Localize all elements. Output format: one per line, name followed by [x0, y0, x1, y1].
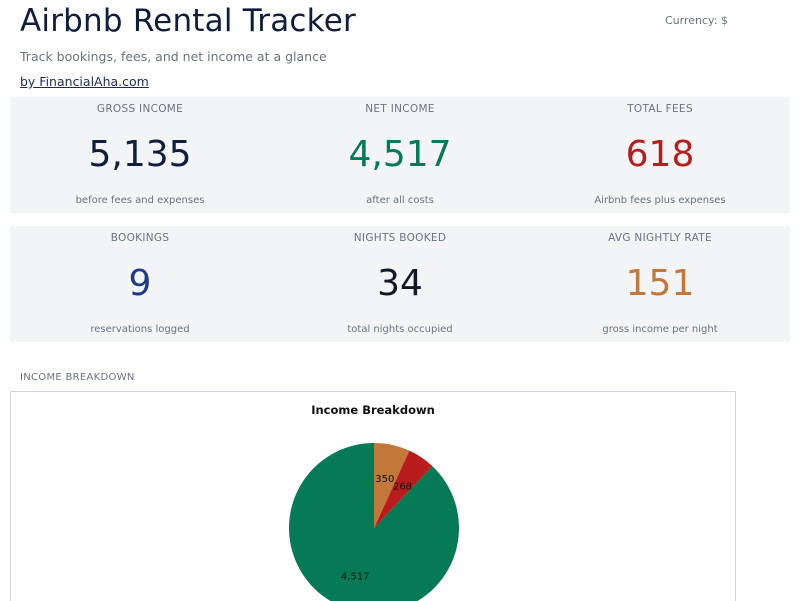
kpi-caption: total nights occupied	[347, 324, 453, 335]
kpi-row-income: GROSS INCOME 5,135 before fees and expen…	[10, 97, 790, 213]
kpi-label: TOTAL FEES	[627, 103, 693, 115]
kpi-label: NET INCOME	[365, 103, 435, 115]
byline-link[interactable]: by FinancialAha.com	[20, 74, 149, 89]
chart-title: Income Breakdown	[311, 403, 435, 417]
kpi-value: 5,135	[88, 134, 192, 175]
kpi-total-fees: TOTAL FEES 618 Airbnb fees plus expenses	[530, 97, 790, 213]
kpi-nights-booked: NIGHTS BOOKED 34 total nights occupied	[270, 226, 530, 342]
kpi-label: BOOKINGS	[110, 232, 170, 244]
kpi-caption: Airbnb fees plus expenses	[594, 195, 726, 206]
kpi-caption: after all costs	[366, 195, 434, 206]
pie-slice-label-2: 350	[375, 474, 394, 485]
kpi-caption: reservations logged	[90, 324, 190, 335]
section-label-income-breakdown: INCOME BREAKDOWN	[20, 372, 135, 383]
kpi-value: 4,517	[348, 134, 452, 175]
kpi-label: AVG NIGHTLY RATE	[608, 232, 712, 244]
page-title: Airbnb Rental Tracker	[20, 3, 356, 39]
pie-slice-2	[374, 443, 410, 528]
kpi-avg-nightly-rate: AVG NIGHTLY RATE 151 gross income per ni…	[530, 226, 790, 342]
pie-slice-0	[289, 443, 459, 601]
page-subtitle: Track bookings, fees, and net income at …	[20, 49, 327, 64]
kpi-value: 34	[377, 263, 423, 304]
income-breakdown-chart: Income Breakdown 4,517 268 350	[10, 391, 736, 601]
kpi-caption: before fees and expenses	[75, 195, 205, 206]
pie-slice-label-1: 268	[393, 482, 412, 493]
kpi-label: NIGHTS BOOKED	[353, 232, 447, 244]
currency-indicator: Currency: $	[665, 14, 728, 27]
pie-slice-1	[374, 450, 433, 528]
kpi-gross-income: GROSS INCOME 5,135 before fees and expen…	[10, 97, 270, 213]
kpi-label: GROSS INCOME	[96, 103, 184, 115]
kpi-bookings: BOOKINGS 9 reservations logged	[10, 226, 270, 342]
kpi-net-income: NET INCOME 4,517 after all costs	[270, 97, 530, 213]
kpi-value: 618	[625, 134, 695, 175]
kpi-caption: gross income per night	[602, 324, 718, 335]
pie-slice-label-0: 4,517	[341, 571, 370, 582]
kpi-value: 9	[128, 263, 152, 304]
kpi-value: 151	[625, 263, 695, 304]
kpi-row-occupancy: BOOKINGS 9 reservations logged NIGHTS BO…	[10, 226, 790, 342]
